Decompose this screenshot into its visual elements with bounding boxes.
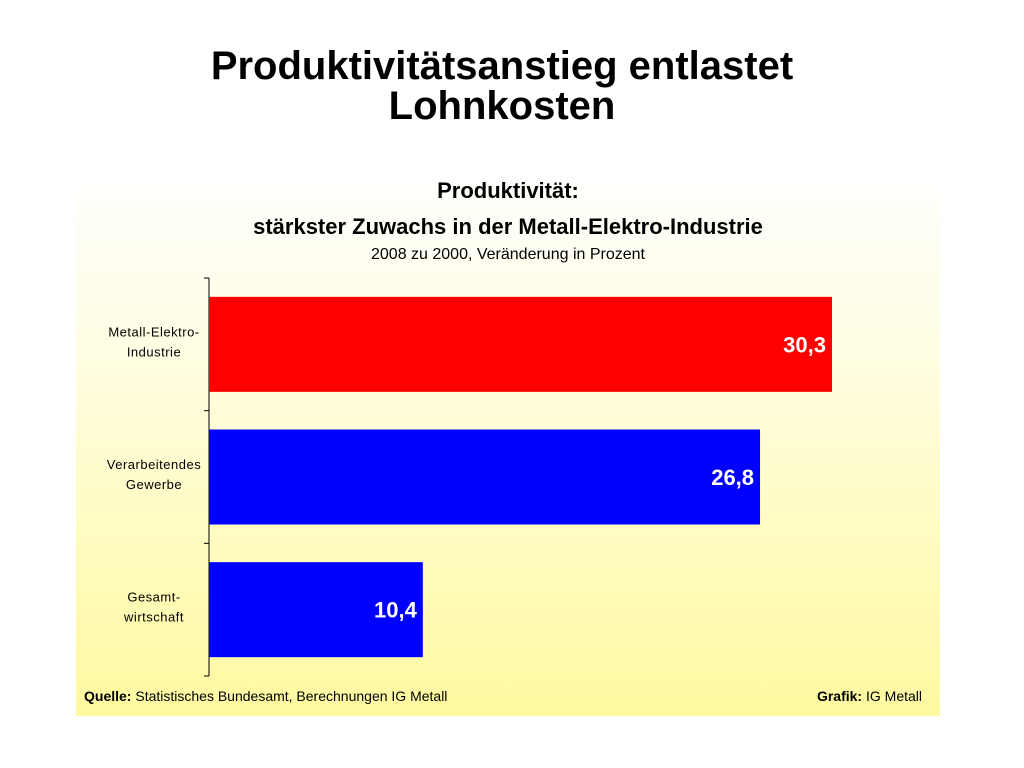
bar-value-label: 30,3 — [783, 332, 826, 357]
slide-title-line-2: Lohnkosten — [388, 84, 616, 128]
category-label: Gewerbe — [126, 477, 182, 492]
chart-title: Produktivität: — [437, 178, 579, 203]
chart-panel: Produktivität: stärkster Zuwachs in der … — [76, 168, 940, 716]
credit-text: IG Metall — [865, 688, 922, 704]
bar-value-label: 26,8 — [711, 465, 754, 490]
source-text: Statistisches Bundesamt, Berechnungen IG… — [135, 688, 448, 704]
category-label: Verarbeitendes — [107, 457, 201, 472]
category-label: Industrie — [127, 344, 181, 359]
chart-subtitle: stärkster Zuwachs in der Metall-Elektro-… — [253, 214, 763, 239]
category-label: Gesamt- — [127, 590, 180, 605]
slide-title: Produktivitätsanstieg entlastet Lohnkost… — [0, 46, 1004, 126]
bar-value-label: 10,4 — [374, 598, 418, 623]
credit-label: Grafik: — [816, 688, 863, 704]
bar-chart: 30,3 Metall-Elektro- Industrie 26,8 Verarbei… — [107, 277, 832, 677]
source-label: Quelle: — [84, 688, 132, 704]
bar — [209, 429, 761, 525]
bar — [209, 562, 423, 658]
category-label: wirtschaft — [123, 610, 184, 625]
chart-note: 2008 zu 2000, Veränderung in Prozent — [371, 246, 645, 263]
slide-title-line-1: Produktivitätsanstieg entlastet — [210, 44, 794, 88]
category-label: Metall-Elektro- — [108, 324, 199, 339]
credit-note: Grafik: IG Metall — [817, 688, 922, 704]
source-note: Quelle: Statistisches Bundesamt, Berechn… — [84, 688, 447, 704]
bar — [209, 296, 832, 392]
